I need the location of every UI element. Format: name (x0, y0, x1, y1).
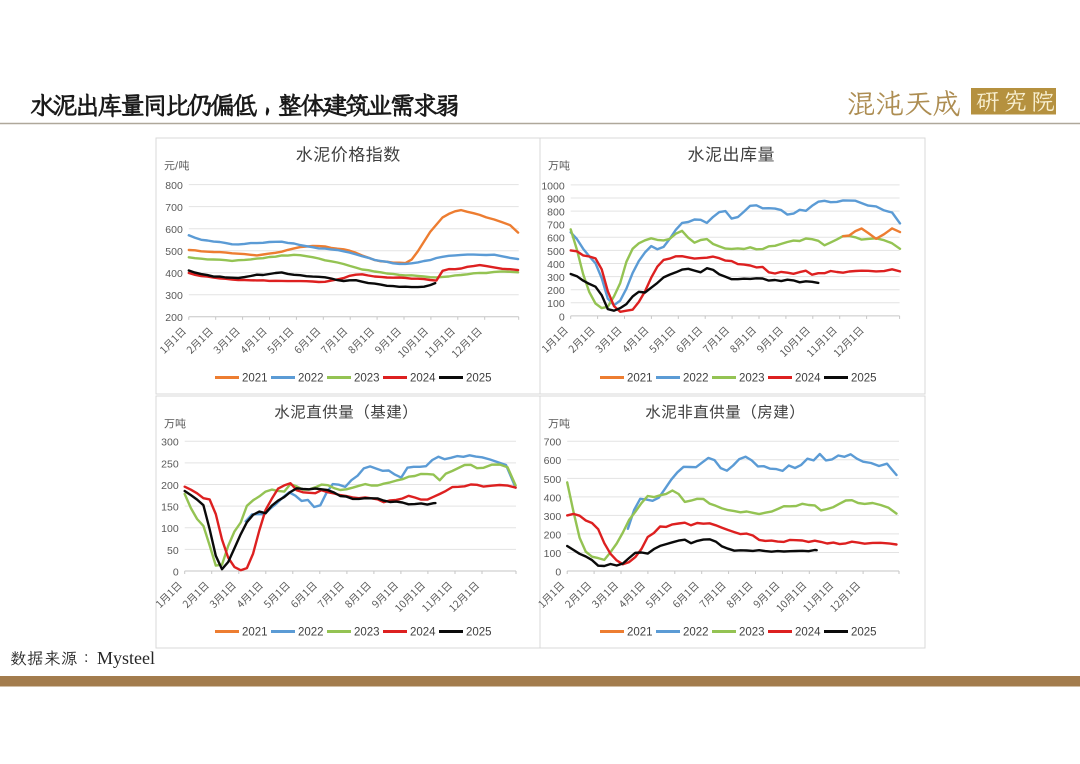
svg-text:150: 150 (161, 502, 179, 514)
svg-text:50: 50 (167, 545, 179, 557)
svg-text:2023: 2023 (354, 373, 380, 385)
svg-text:Mysteel: Mysteel (97, 648, 155, 668)
svg-text:250: 250 (161, 458, 179, 470)
svg-text:2021: 2021 (627, 373, 653, 385)
svg-text:2025: 2025 (466, 627, 492, 639)
svg-text:800: 800 (547, 207, 565, 219)
svg-text:2023: 2023 (739, 627, 765, 639)
svg-text:600: 600 (165, 224, 183, 236)
svg-text:600: 600 (544, 455, 562, 467)
svg-text:/: / (175, 161, 179, 173)
svg-text:2023: 2023 (354, 627, 380, 639)
svg-text:2022: 2022 (683, 373, 709, 385)
svg-text:700: 700 (547, 220, 565, 232)
svg-text:200: 200 (161, 480, 179, 492)
svg-text:100: 100 (161, 523, 179, 535)
svg-text:300: 300 (547, 272, 565, 284)
svg-text:600: 600 (547, 233, 565, 245)
svg-text:900: 900 (547, 193, 565, 205)
svg-text:500: 500 (547, 246, 565, 258)
svg-text:400: 400 (544, 492, 562, 504)
svg-text:2025: 2025 (851, 373, 877, 385)
svg-text:300: 300 (165, 290, 183, 302)
svg-text:700: 700 (544, 437, 562, 449)
svg-text:2023: 2023 (739, 373, 765, 385)
svg-text:0: 0 (559, 311, 565, 323)
svg-text:100: 100 (547, 298, 565, 310)
svg-text:0: 0 (555, 566, 561, 578)
svg-text:400: 400 (165, 268, 183, 280)
svg-text:200: 200 (165, 312, 183, 324)
svg-text:500: 500 (544, 474, 562, 486)
svg-text:300: 300 (544, 511, 562, 523)
svg-text:2022: 2022 (298, 627, 324, 639)
svg-text:2022: 2022 (683, 627, 709, 639)
svg-text:2025: 2025 (851, 627, 877, 639)
svg-text:200: 200 (544, 529, 562, 541)
svg-text:500: 500 (165, 246, 183, 258)
svg-text:2021: 2021 (627, 627, 653, 639)
svg-text:400: 400 (547, 259, 565, 271)
svg-text:2022: 2022 (298, 373, 324, 385)
svg-text:700: 700 (165, 202, 183, 214)
svg-text:300: 300 (161, 437, 179, 449)
svg-text:2025: 2025 (466, 373, 492, 385)
svg-text:200: 200 (547, 285, 565, 297)
svg-text:800: 800 (165, 180, 183, 192)
svg-text:1000: 1000 (541, 180, 565, 192)
svg-text:2021: 2021 (242, 627, 268, 639)
svg-text:0: 0 (173, 566, 179, 578)
svg-text:2024: 2024 (410, 373, 436, 385)
svg-text:2024: 2024 (410, 627, 436, 639)
svg-text:2024: 2024 (795, 627, 821, 639)
svg-text:2021: 2021 (242, 373, 268, 385)
svg-text:100: 100 (544, 548, 562, 560)
svg-text:2024: 2024 (795, 373, 821, 385)
